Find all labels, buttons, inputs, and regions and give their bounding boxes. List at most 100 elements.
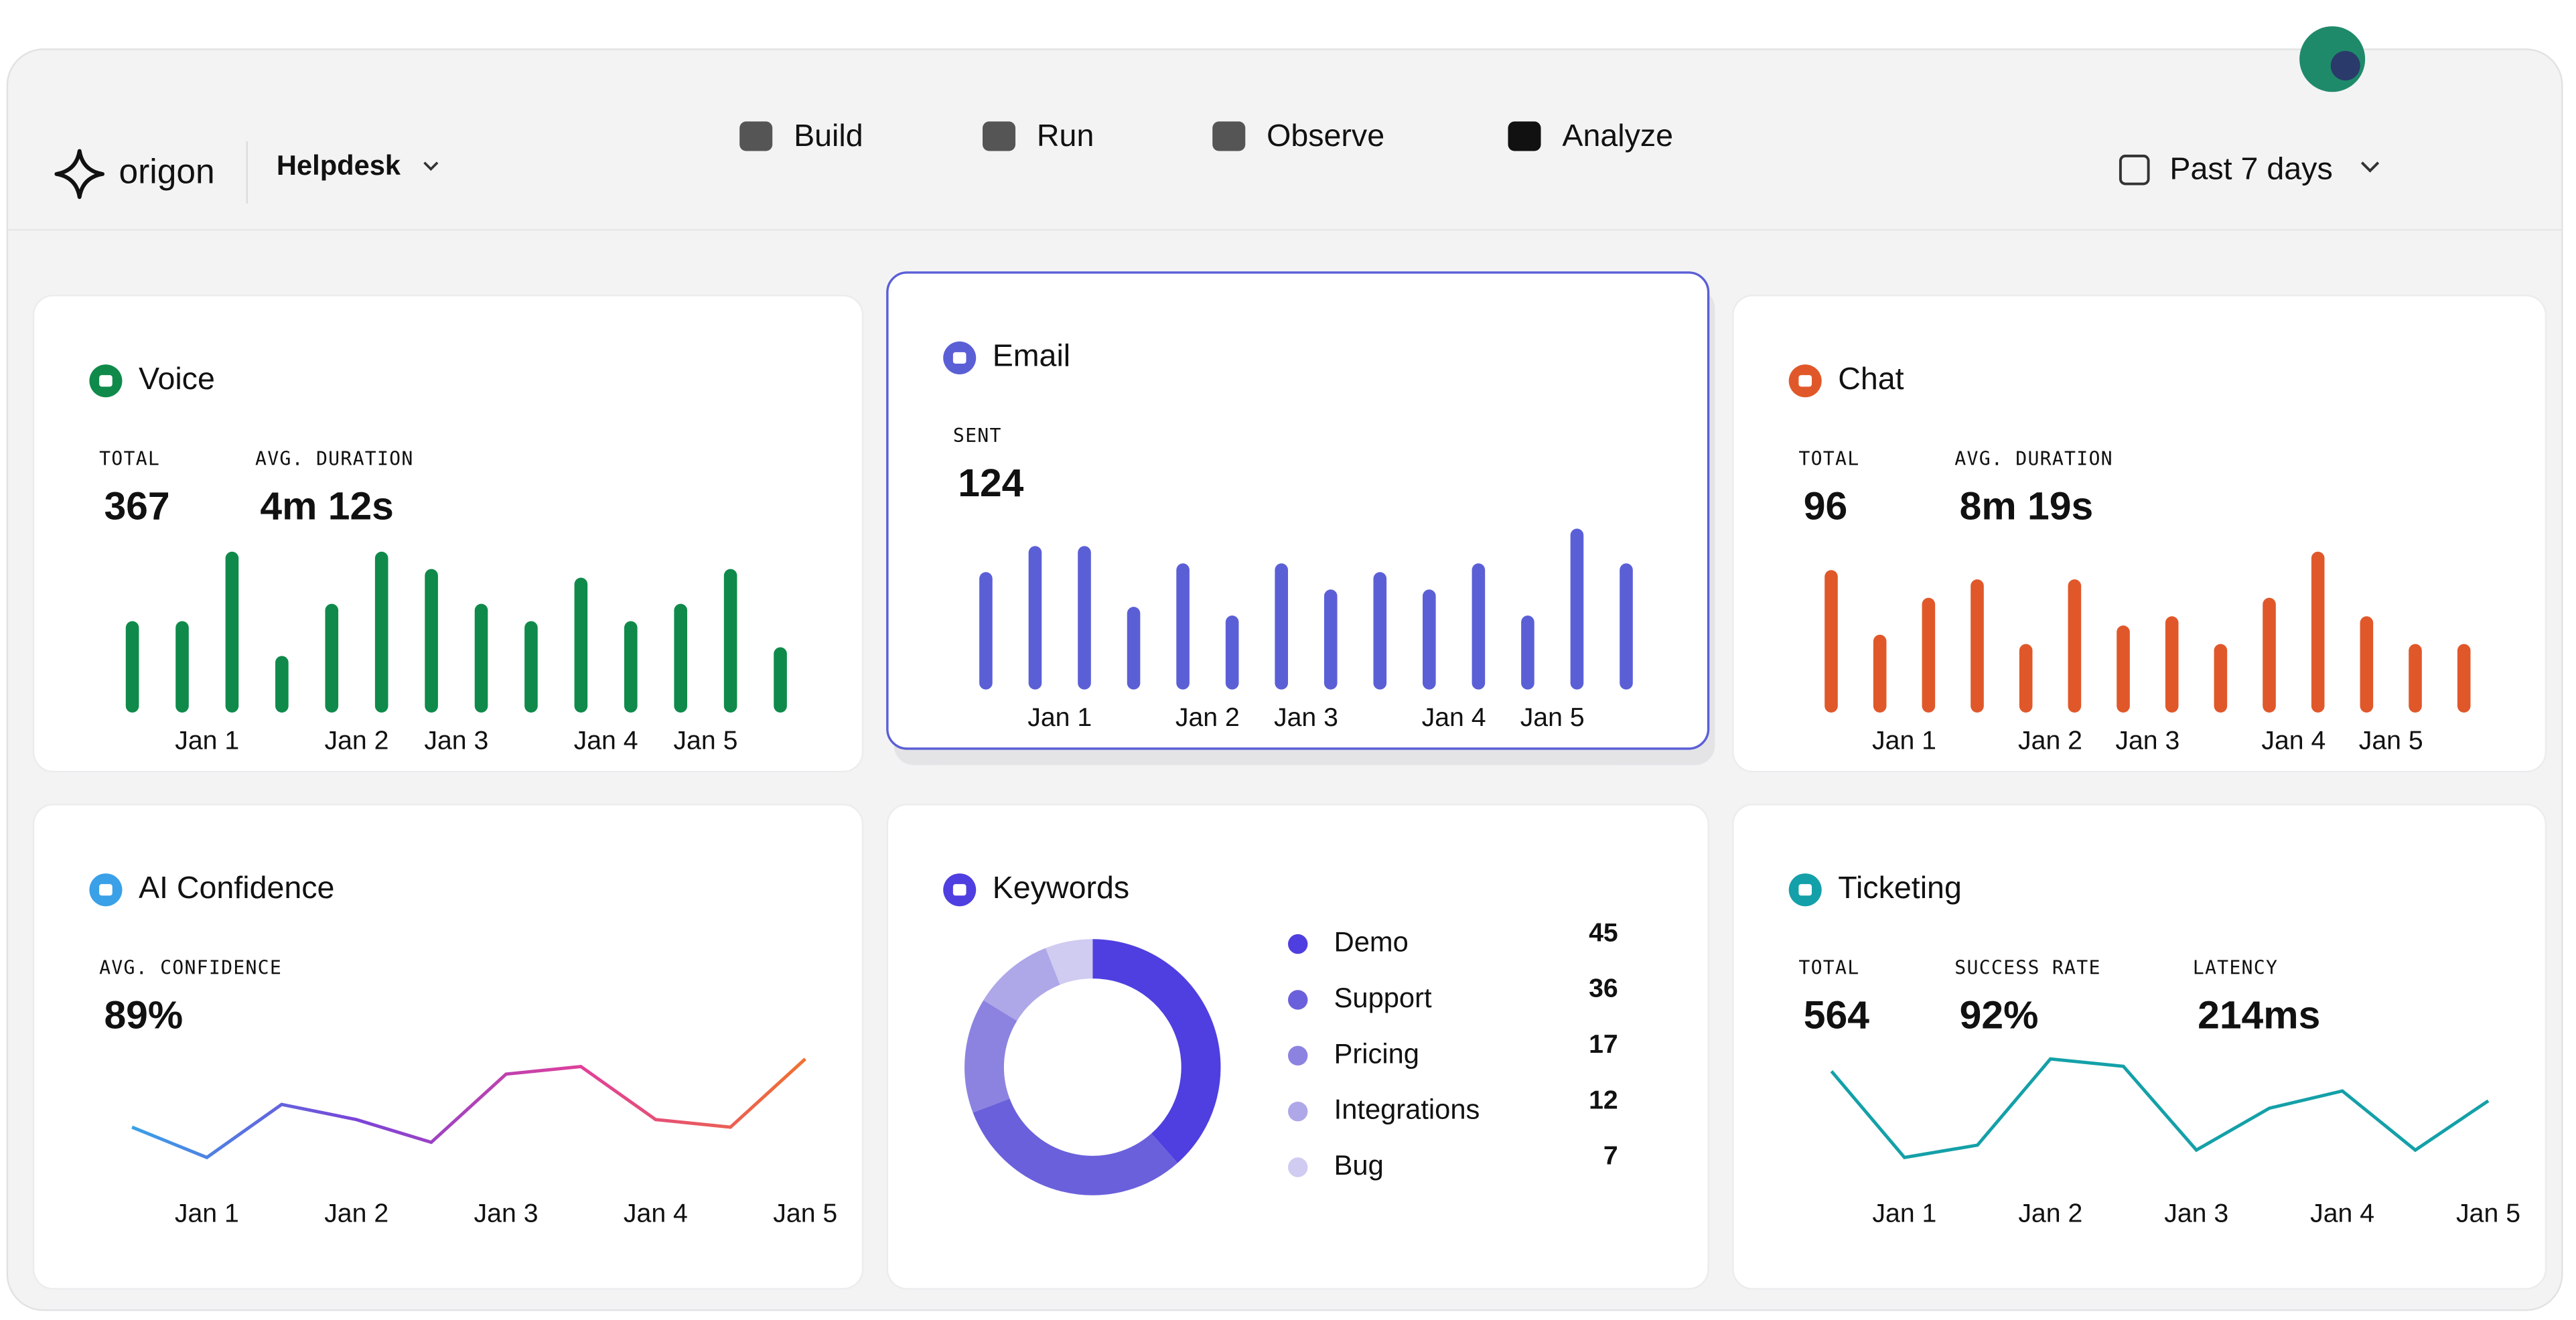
tab-icon	[739, 121, 773, 151]
x-tick-label: Jan 4	[2310, 1198, 2374, 1228]
card-title: Voice	[139, 361, 215, 396]
stat-value: 8m 19s	[1960, 485, 2094, 528]
chevron	[2360, 161, 2380, 173]
stat-label: SUCCESS RATE	[1954, 956, 2100, 978]
card: AI Confidence AVG. CONFIDENCE 89% Jan 1 Jan …	[32, 804, 864, 1290]
legend-label: Support	[1334, 982, 1432, 1013]
stat-value: 92%	[1960, 993, 2039, 1037]
legend-dot	[1288, 934, 1308, 954]
stat-value: 96	[1804, 485, 1847, 528]
legend-label: Demo	[1334, 926, 1409, 958]
donut-segment	[964, 1000, 1017, 1113]
nav-tab[interactable]: Analyze	[1508, 118, 1674, 153]
x-tick-label: Jan 5	[773, 1198, 837, 1228]
x-tick-label: Jan 1	[175, 1198, 239, 1228]
legend-label: Integrations	[1334, 1094, 1480, 1125]
card-title: Ticketing	[1838, 870, 1962, 905]
chevron	[423, 161, 439, 171]
legend-value: 45	[1589, 918, 1618, 947]
card-title: Chat	[1838, 361, 1904, 396]
tab-label[interactable]: Observe	[1267, 118, 1384, 153]
card-bg	[1732, 804, 2547, 1290]
x-tick-label: Jan 3	[424, 725, 488, 755]
legend-dot	[1288, 1101, 1308, 1122]
x-tick-label: Jan 2	[1175, 703, 1240, 732]
x-tick-label: Jan 3	[2115, 725, 2179, 755]
card: Chat TOTAL 96 AVG. DURATION 8m 19s Jan 1 Jan 2…	[1732, 295, 2547, 773]
stat-value: 564	[1804, 993, 1869, 1037]
card-icon-glyph	[1798, 375, 1812, 387]
x-tick-label: Jan 4	[574, 725, 638, 755]
tab-label[interactable]: Analyze	[1562, 118, 1673, 153]
nav-tab[interactable]: Run	[983, 118, 1094, 153]
card: Keywords Demo 45 Support 36 Pricing 17 Integrat…	[886, 804, 1709, 1290]
card-bg	[32, 804, 864, 1290]
line-series	[1830, 1057, 2490, 1159]
x-tick-label: Jan 2	[2018, 1198, 2082, 1228]
stat-label: SENT	[953, 425, 1002, 447]
card-icon-glyph	[1798, 884, 1812, 896]
legend-value: 17	[1589, 1029, 1618, 1059]
avatar-detail	[2330, 50, 2360, 81]
x-tick-label: Jan 2	[325, 725, 389, 755]
card-bg	[1732, 295, 2547, 773]
stat-label: TOTAL	[1798, 956, 1859, 978]
date-range-label[interactable]: Past 7 days	[2169, 151, 2332, 186]
stat-value: 124	[958, 461, 1023, 505]
workspace[interactable]: Helpdesk	[277, 149, 401, 181]
legend-value: 7	[1603, 1141, 1618, 1171]
legend-label: Bug	[1334, 1149, 1384, 1181]
tab-icon	[1508, 121, 1541, 151]
x-tick-label: Jan 3	[1274, 703, 1338, 732]
card-bg	[32, 295, 864, 773]
legend-dot	[1288, 1157, 1308, 1177]
stat-label: TOTAL	[99, 447, 160, 469]
calendar-icon	[2119, 154, 2150, 186]
workspace-selector[interactable]: Helpdesk	[277, 149, 439, 181]
donut-segment	[973, 1098, 1178, 1195]
donut-segment	[1046, 939, 1094, 985]
donut-segment	[983, 948, 1061, 1021]
x-tick-label: Jan 4	[624, 1198, 688, 1228]
card: Ticketing TOTAL 564 SUCCESS RATE 92% LATENCY 2…	[1732, 804, 2547, 1290]
tab-label[interactable]: Build	[794, 118, 863, 153]
card: Email SENT 124 Jan 1 Jan 2 Jan 3 Jan 4 Jan 5	[886, 271, 1715, 765]
card-icon-glyph	[952, 884, 967, 896]
stat-value: 4m 12s	[260, 485, 394, 528]
nav-tab[interactable]: Observe	[1212, 118, 1384, 153]
tab-icon	[983, 121, 1016, 151]
card: Voice TOTAL 367 AVG. DURATION 4m 12s Jan 1 Jan…	[32, 295, 864, 773]
x-tick-label: Jan 3	[2164, 1198, 2228, 1228]
date-range[interactable]: Past 7 days	[2119, 151, 2380, 186]
stat-value: 367	[104, 485, 169, 528]
x-tick-label: Jan 4	[2261, 725, 2325, 755]
stat-label: AVG. DURATION	[255, 447, 414, 469]
x-tick-label: Jan 5	[2456, 1198, 2520, 1228]
x-tick-label: Jan 1	[1872, 725, 1936, 755]
legend-value: 12	[1589, 1085, 1618, 1114]
card-title: Keywords	[993, 870, 1129, 905]
stat-label: LATENCY	[2193, 956, 2278, 978]
x-tick-label: Jan 1	[175, 725, 239, 755]
x-tick-label: Jan 1	[1872, 1198, 1936, 1228]
card-icon-glyph	[99, 884, 113, 896]
card-title: AI Confidence	[139, 870, 334, 905]
stat-label: AVG. CONFIDENCE	[99, 956, 282, 978]
stat-label: TOTAL	[1798, 447, 1859, 469]
legend-label: Pricing	[1334, 1037, 1419, 1069]
legend-dot	[1288, 990, 1308, 1010]
legend-value: 36	[1589, 974, 1618, 1003]
brand: origon	[119, 151, 215, 190]
nav-tab[interactable]: Build	[739, 118, 863, 153]
logo-icon	[54, 149, 104, 200]
tab-label[interactable]: Run	[1037, 118, 1094, 153]
x-tick-label: Jan 1	[1027, 703, 1092, 732]
x-tick-label: Jan 4	[1422, 703, 1486, 732]
logo: origon	[54, 149, 215, 200]
stat-label: AVG. DURATION	[1954, 447, 2113, 469]
x-tick-label: Jan 2	[2018, 725, 2082, 755]
card-title: Email	[993, 338, 1070, 373]
stat-value: 214ms	[2198, 993, 2320, 1037]
